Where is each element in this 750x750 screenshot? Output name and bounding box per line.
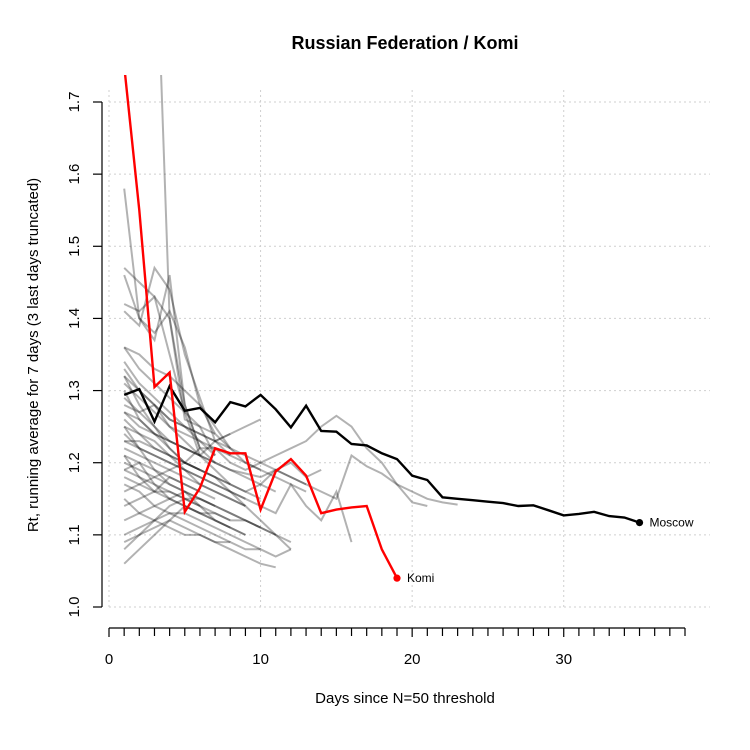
- region-series-line: [123, 512, 262, 551]
- region-series-line: [123, 267, 216, 456]
- region-series-line: [123, 519, 276, 569]
- region-series-line: [123, 346, 231, 450]
- region-series-line: [123, 475, 201, 507]
- region-series-line: [123, 274, 216, 464]
- y-axis-label: Rt, running average for 7 days (3 last d…: [25, 178, 42, 532]
- y-tick-label: 1.7: [66, 92, 83, 113]
- region-series-line: [123, 265, 231, 457]
- x-axis-label: Days since N=50 threshold: [315, 690, 495, 707]
- region-series-line: [123, 411, 262, 457]
- region-series-line: [123, 375, 292, 551]
- grid-layer: [108, 90, 710, 610]
- region-series-line: [123, 404, 277, 493]
- y-tick-label: 1.1: [66, 524, 83, 545]
- region-series-line: [123, 483, 231, 544]
- region-series-line: [123, 418, 246, 500]
- region-series-line: [123, 497, 231, 551]
- y-tick-label: 1.0: [66, 597, 83, 618]
- y-tick-label: 1.6: [66, 164, 83, 185]
- moscow-series-line: [123, 383, 640, 524]
- region-series-line: [123, 490, 262, 529]
- region-series-line: [123, 476, 216, 507]
- region-series-line: [123, 397, 428, 507]
- series-layer: [123, 75, 640, 579]
- region-series-line: [123, 447, 246, 507]
- komi-series-line: [123, 75, 399, 579]
- region-series-line: [123, 454, 216, 500]
- komi-end-label: Komi: [407, 571, 434, 585]
- y-tick-label: 1.4: [66, 308, 83, 329]
- x-tick-label: 30: [555, 651, 572, 668]
- axis-layer: Moscow Komi 0 10 20 30 1.0 1.1 1.2 1.3 1.4 1.5 1.6 1.…: [66, 92, 694, 668]
- region-series-line: [123, 294, 201, 456]
- region-series-line: [123, 361, 216, 457]
- region-series-line: [123, 440, 353, 543]
- region-series-line: [160, 75, 201, 449]
- region-series-line: [123, 433, 246, 507]
- chart-title: Russian Federation / Komi: [291, 33, 518, 53]
- region-series-line: [123, 426, 201, 507]
- region-series-line: [123, 468, 231, 522]
- x-tick-label: 20: [404, 651, 421, 668]
- region-series-line: [123, 188, 262, 471]
- region-series-line: [123, 390, 322, 493]
- region-series-line: [123, 346, 216, 435]
- y-tick-label: 1.2: [66, 452, 83, 473]
- region-series-line: [124, 440, 262, 500]
- moscow-end-label: Moscow: [650, 516, 694, 530]
- x-tick-label: 10: [252, 651, 269, 668]
- y-tick-label: 1.5: [66, 236, 83, 257]
- region-series-line: [123, 454, 277, 536]
- komi-end-point: [393, 574, 401, 582]
- y-tick-label: 1.3: [66, 380, 83, 401]
- region-series-line: [123, 411, 458, 506]
- region-series-line: [123, 461, 292, 544]
- moscow-end-point: [635, 518, 644, 527]
- region-series-line: [123, 498, 292, 558]
- x-tick-label: 0: [105, 651, 113, 668]
- region-series-line: [123, 425, 201, 471]
